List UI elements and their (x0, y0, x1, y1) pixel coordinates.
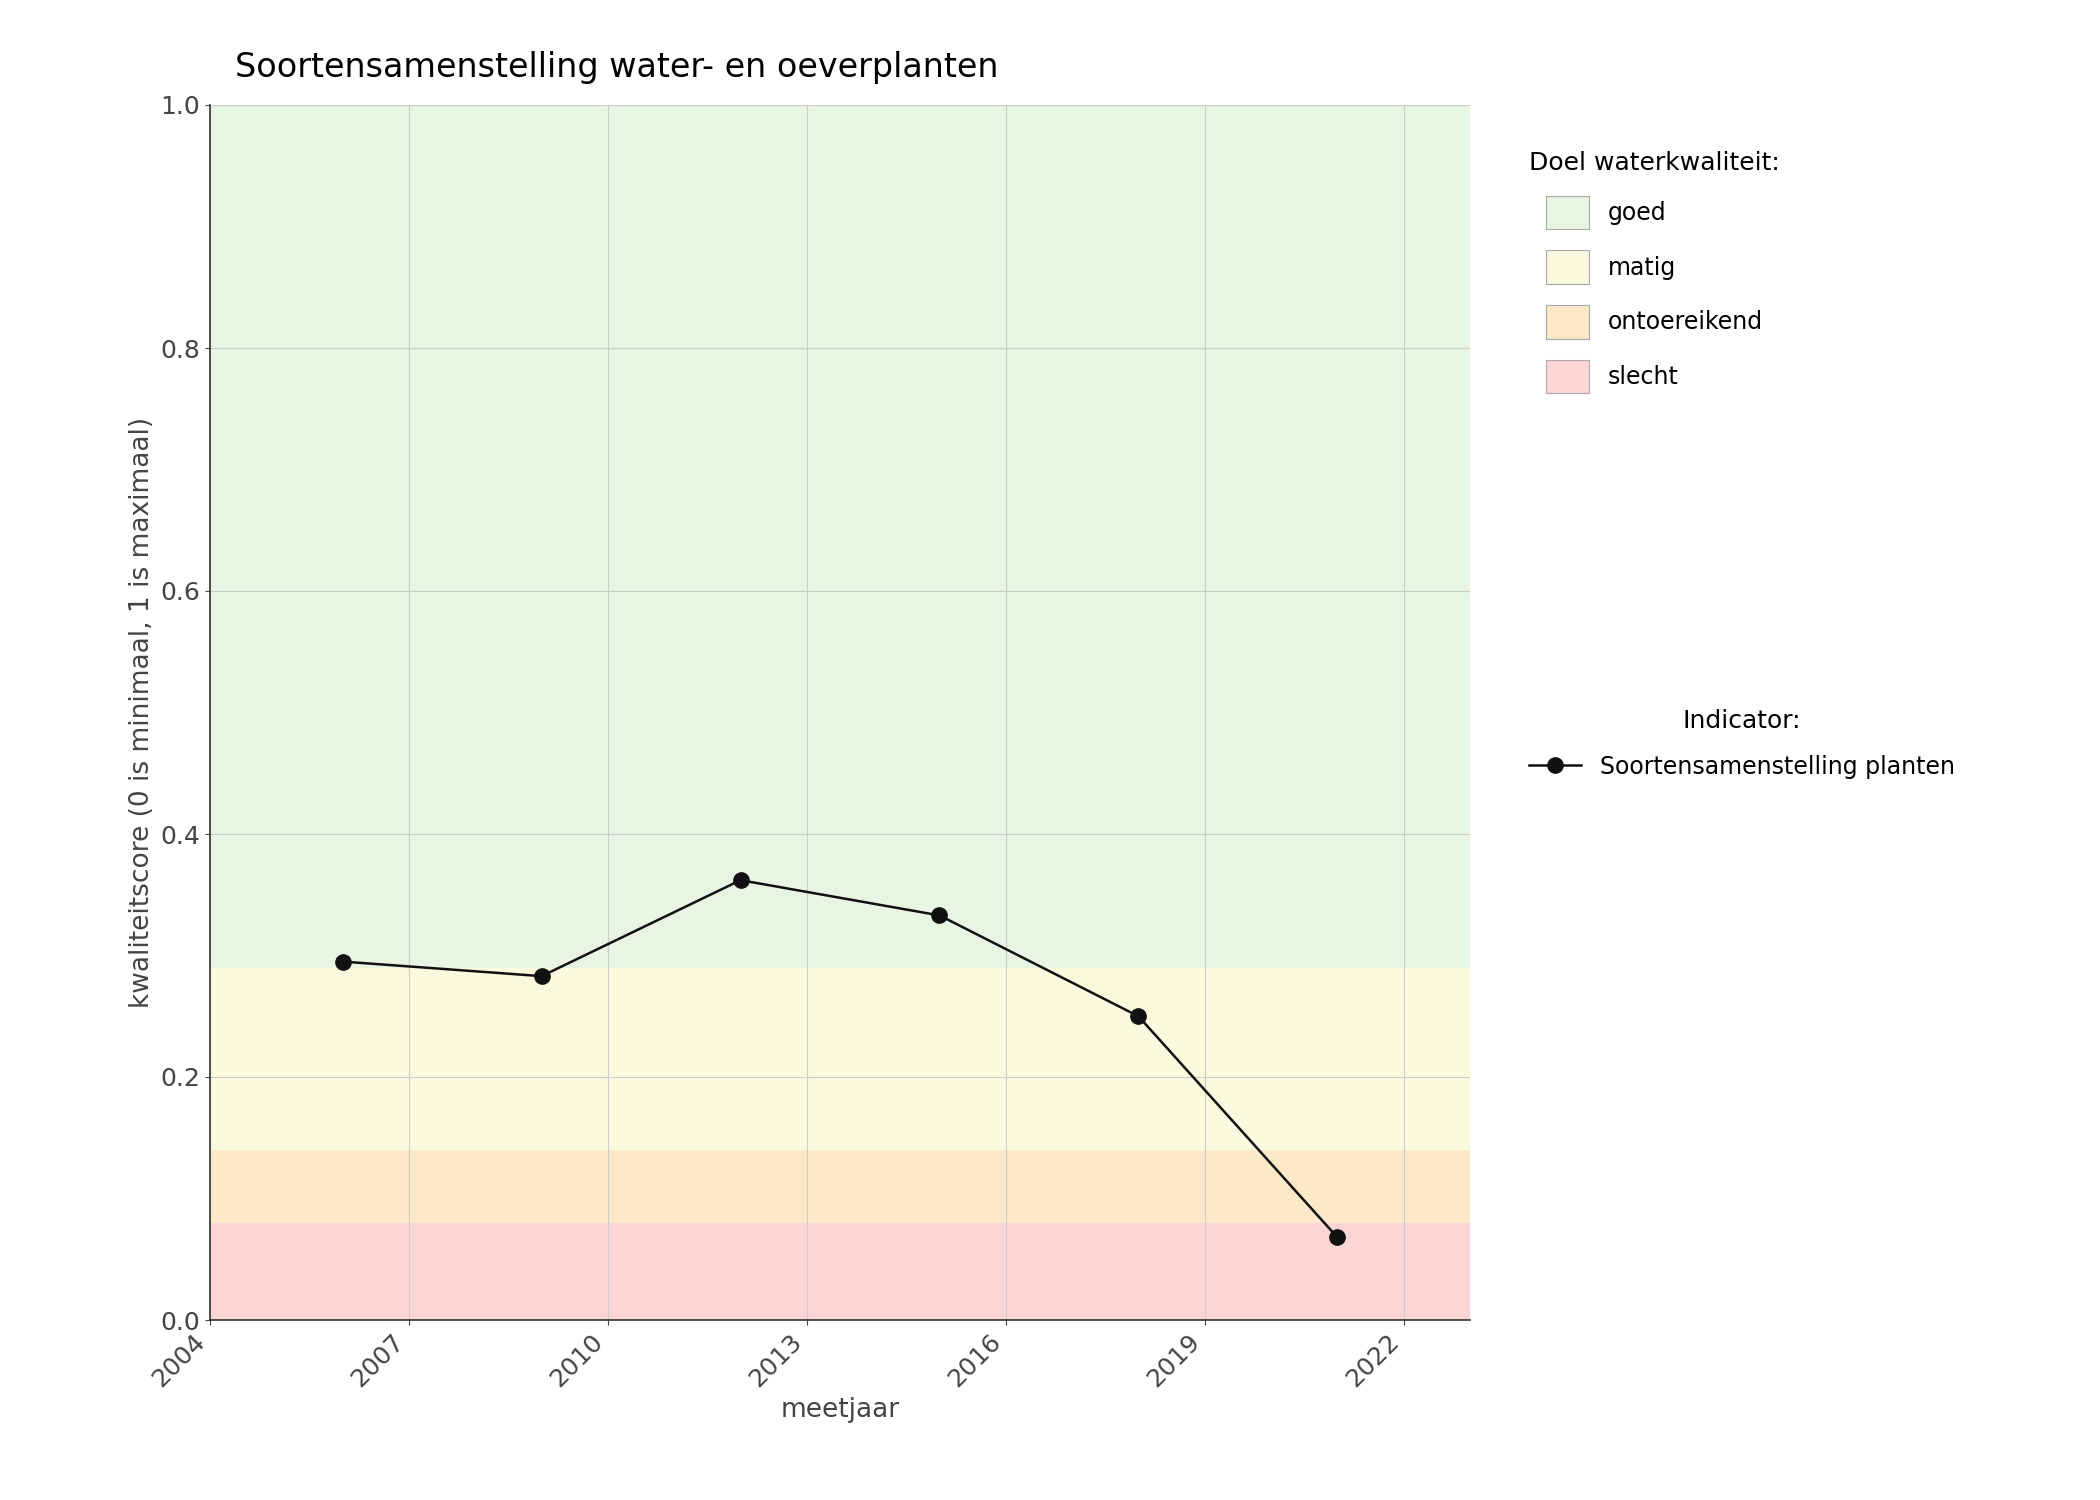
Bar (210, 968, 1470, 1150)
Bar (210, 105, 1470, 967)
X-axis label: meetjaar: meetjaar (781, 1398, 899, 1423)
Bar (210, 1150, 1470, 1222)
Y-axis label: kwaliteitscore (0 is minimaal, 1 is maximaal): kwaliteitscore (0 is minimaal, 1 is maxi… (128, 417, 155, 1008)
Legend: Soortensamenstelling planten: Soortensamenstelling planten (1520, 700, 1964, 788)
Text: Soortensamenstelling water- en oeverplanten: Soortensamenstelling water- en oeverplan… (235, 51, 1000, 84)
Bar (210, 1222, 1470, 1320)
